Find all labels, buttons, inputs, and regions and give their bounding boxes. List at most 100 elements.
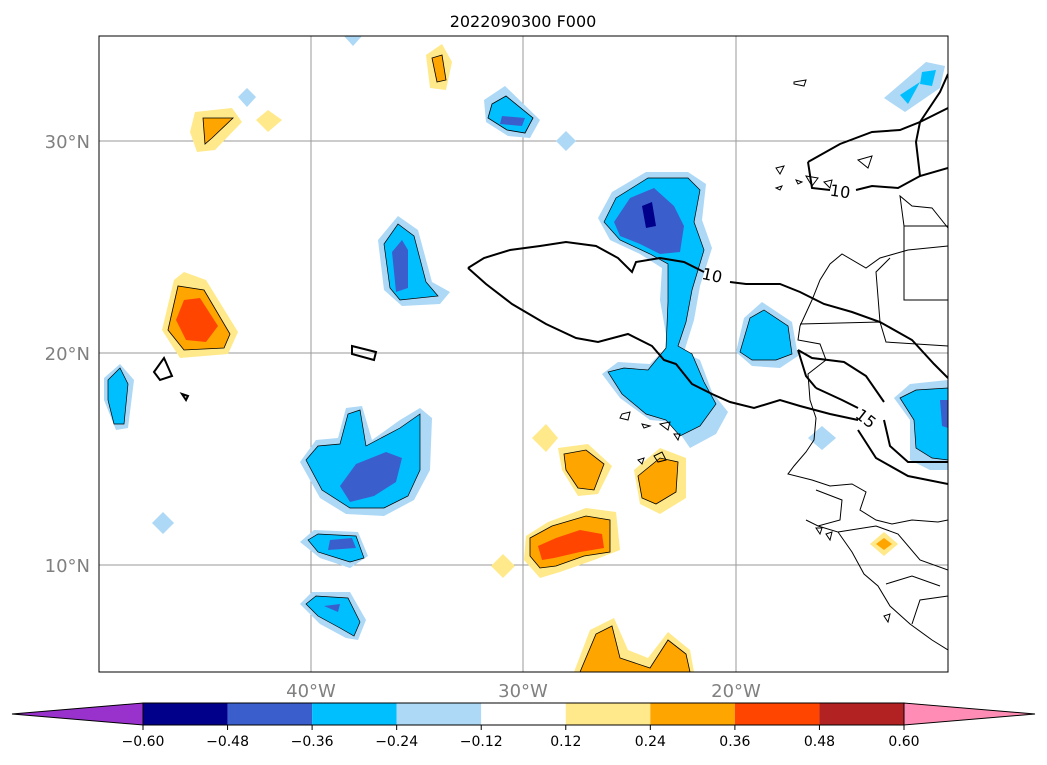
colorbar-bin	[312, 703, 397, 725]
island	[641, 423, 652, 429]
anomaly-blob-negative	[300, 530, 368, 568]
colorbar-bin	[481, 703, 566, 725]
border	[911, 595, 948, 625]
anomaly-blob-positive	[491, 554, 515, 578]
anomaly-blob-negative	[300, 406, 432, 516]
contour-10	[914, 121, 921, 177]
colorbar-tick-label: 0.12	[550, 734, 581, 750]
border	[875, 257, 891, 323]
anomaly-blob-negative	[344, 36, 362, 46]
colorbar-extend-under	[11, 702, 144, 726]
colorbar-bin	[227, 703, 313, 725]
island	[795, 179, 804, 185]
contour-15	[815, 387, 859, 409]
contour-10	[919, 73, 948, 123]
contour-10	[467, 240, 705, 274]
contour-closed	[179, 392, 190, 402]
anomaly-blob-negative	[884, 62, 945, 112]
border	[885, 575, 941, 587]
colorbar-tick-label: −0.12	[460, 734, 503, 750]
island	[825, 531, 833, 542]
island	[775, 165, 785, 175]
coastline-africa	[787, 245, 948, 525]
colorbar-bin	[819, 703, 904, 725]
island	[619, 411, 631, 421]
colorbar-tick-label: −0.24	[375, 734, 418, 750]
border	[837, 525, 948, 571]
island	[774, 185, 783, 191]
map-frame	[98, 35, 949, 673]
island	[637, 457, 645, 465]
anomaly-blob-negative	[598, 172, 728, 448]
anomaly-blob-positive	[876, 538, 892, 550]
colorbar-tick-label: −0.48	[206, 734, 249, 750]
anomaly-blob-negative	[238, 88, 256, 107]
island	[793, 79, 807, 87]
contour-label: 10	[829, 181, 852, 203]
contour-label: 10	[700, 264, 724, 287]
lat-label-10n: 10°N	[45, 556, 90, 577]
colorbar: −0.60 −0.48 −0.36 −0.24 −0.12 0.12 0.24 0.36 0.4…	[11, 702, 1036, 750]
contour-lines	[152, 73, 948, 485]
colorbar-bin	[143, 703, 228, 725]
anomaly-blob-positive	[634, 448, 686, 514]
colorbar-frame	[142, 702, 905, 726]
colorbar-tick-label: 0.48	[804, 734, 835, 750]
contour-10	[855, 167, 948, 191]
contour-10	[729, 281, 948, 379]
anomaly-blob-negative	[894, 380, 948, 470]
anomaly-blob-positive	[524, 508, 620, 578]
colorbar-tick-label: 0.60	[888, 734, 919, 750]
anomaly-blob-positive	[162, 272, 238, 358]
contour-10	[807, 161, 831, 191]
lat-label-30n: 30°N	[45, 132, 90, 153]
lon-label-40w: 40°W	[286, 681, 336, 702]
contour-10	[467, 267, 859, 421]
lat-label-20n: 20°N	[45, 344, 90, 365]
island	[653, 451, 667, 463]
island	[815, 527, 823, 536]
anomaly-blob-negative	[300, 592, 366, 640]
anomaly-blob-positive	[532, 424, 558, 452]
colorbar-tick-label: −0.60	[122, 734, 165, 750]
colorbar-tick-label: 0.36	[719, 734, 750, 750]
contour-15	[797, 349, 885, 403]
island	[883, 613, 891, 624]
contour-closed	[152, 355, 174, 382]
filled-contours	[104, 36, 948, 672]
coastline	[899, 194, 948, 229]
colorbar-bin	[565, 703, 651, 725]
coastline	[805, 489, 843, 527]
colorbar-bin	[734, 703, 820, 725]
colorbar-tick-label: 0.24	[635, 734, 666, 750]
gridlines	[99, 36, 948, 672]
anomaly-blob-positive	[426, 44, 452, 90]
anomaly-blob-positive	[256, 110, 282, 132]
island	[673, 433, 681, 442]
anomaly-blob-negative	[484, 86, 540, 138]
contour-15	[857, 429, 948, 485]
colorbar-tick-label: −0.36	[291, 734, 334, 750]
map-title: 2022090300 F000	[450, 12, 597, 31]
colorbar-extend-over	[903, 702, 1036, 726]
anomaly-blob-negative	[736, 302, 798, 368]
contour-15	[883, 419, 948, 463]
anomaly-blob-negative	[556, 131, 576, 151]
island	[856, 155, 873, 169]
anomaly-blob-positive	[190, 108, 242, 152]
anomaly-blob-negative	[104, 364, 134, 430]
island	[658, 421, 671, 431]
colorbar-bin	[396, 703, 482, 725]
colorbar-bin	[650, 703, 735, 725]
anomaly-blob-negative	[378, 216, 450, 306]
anomaly-blob-positive	[558, 444, 612, 496]
lon-label-20w: 20°W	[711, 681, 761, 702]
coastline	[817, 525, 948, 651]
anomaly-blob-positive	[574, 618, 694, 672]
map-panel: 10 10 15 30°N 20°N 10°N 40°W 30°W 20°W	[45, 35, 949, 702]
island	[805, 175, 819, 187]
contour-10	[807, 107, 948, 163]
anomaly-blob-negative	[152, 512, 174, 534]
contour-15	[797, 349, 817, 389]
